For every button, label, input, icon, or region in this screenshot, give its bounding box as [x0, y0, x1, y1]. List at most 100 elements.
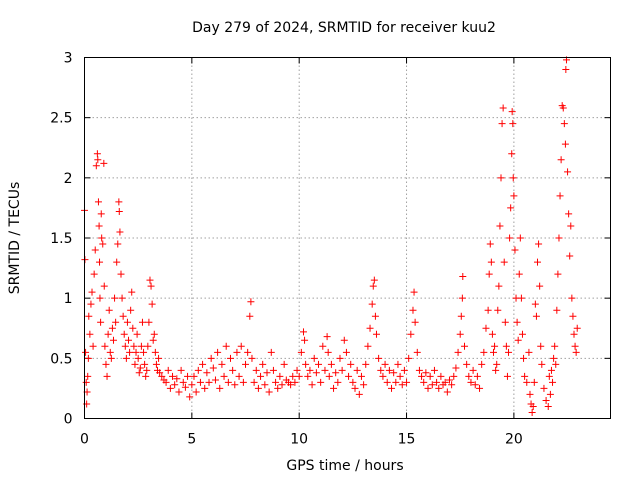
- data-point: [297, 348, 305, 356]
- data-point: [158, 372, 166, 380]
- data-point: [98, 234, 106, 242]
- data-point: [220, 372, 228, 380]
- data-point: [201, 384, 209, 392]
- data-point: [205, 378, 213, 386]
- data-point: [357, 372, 365, 380]
- data-point: [428, 381, 436, 389]
- data-point: [128, 288, 136, 296]
- data-point: [372, 330, 380, 338]
- data-point: [454, 348, 462, 356]
- data-point: [107, 354, 115, 362]
- data-point: [509, 120, 517, 128]
- data-point: [530, 378, 538, 386]
- data-point: [405, 354, 413, 362]
- data-point: [192, 388, 200, 396]
- x-tick-label: 10: [290, 432, 308, 448]
- data-point: [151, 348, 159, 356]
- data-point: [150, 330, 158, 338]
- data-point: [549, 378, 557, 386]
- data-point: [254, 384, 262, 392]
- data-point: [571, 342, 579, 350]
- data-point: [235, 372, 243, 380]
- data-point: [145, 318, 153, 326]
- data-point: [218, 360, 226, 368]
- data-point: [418, 372, 426, 380]
- y-tick-label: 3: [64, 51, 73, 67]
- data-point: [478, 360, 486, 368]
- data-point: [385, 366, 393, 374]
- data-point: [289, 372, 297, 380]
- data-point: [507, 204, 515, 212]
- data-point: [144, 342, 152, 350]
- data-point: [91, 246, 99, 254]
- data-point: [499, 104, 507, 112]
- data-point: [233, 348, 241, 356]
- data-point: [162, 378, 170, 386]
- data-point: [506, 234, 514, 242]
- data-point: [546, 390, 554, 398]
- data-point: [211, 376, 219, 384]
- data-point: [362, 360, 370, 368]
- data-point: [125, 336, 133, 344]
- data-point: [88, 288, 96, 296]
- data-point: [347, 360, 355, 368]
- data-point: [415, 366, 423, 374]
- data-point: [113, 258, 121, 266]
- data-point: [95, 222, 103, 230]
- data-point: [566, 252, 574, 260]
- data-point: [502, 342, 510, 350]
- data-point: [569, 312, 577, 320]
- data-point: [520, 354, 528, 362]
- data-point: [94, 156, 102, 164]
- data-point: [461, 342, 469, 350]
- data-point: [496, 222, 504, 230]
- data-point: [435, 384, 443, 392]
- data-point: [487, 258, 495, 266]
- data-point: [501, 318, 509, 326]
- data-point: [82, 378, 90, 386]
- data-point: [106, 348, 114, 356]
- data-point: [188, 381, 196, 389]
- data-point: [82, 348, 90, 356]
- data-point: [375, 354, 383, 362]
- data-point: [148, 300, 156, 308]
- data-point: [222, 342, 230, 350]
- data-point: [323, 333, 331, 341]
- data-point: [338, 366, 346, 374]
- data-point: [280, 360, 288, 368]
- data-point: [101, 342, 109, 350]
- data-point: [420, 378, 428, 386]
- data-point: [134, 354, 142, 362]
- data-point: [112, 318, 120, 326]
- data-point: [508, 108, 516, 116]
- data-point: [531, 300, 539, 308]
- data-point: [540, 384, 548, 392]
- data-point: [114, 240, 122, 248]
- data-point: [247, 298, 255, 306]
- data-point: [118, 294, 126, 302]
- data-point: [381, 360, 389, 368]
- data-point: [463, 360, 471, 368]
- data-point: [537, 342, 545, 350]
- data-point: [450, 372, 458, 380]
- data-point: [526, 390, 534, 398]
- data-point: [119, 312, 127, 320]
- data-point: [199, 360, 207, 368]
- data-point: [551, 342, 559, 350]
- data-point: [306, 366, 314, 374]
- data-point: [97, 210, 105, 218]
- data-point: [516, 234, 524, 242]
- data-point: [364, 342, 372, 350]
- data-point: [513, 318, 521, 326]
- data-point: [452, 364, 460, 372]
- data-point: [553, 306, 561, 314]
- data-point: [216, 384, 224, 392]
- data-point: [330, 384, 338, 392]
- data-point: [544, 402, 552, 410]
- data-point: [308, 381, 316, 389]
- data-point: [90, 270, 98, 278]
- y-tick-label: 1.5: [50, 231, 72, 247]
- data-point: [164, 366, 172, 374]
- data-point: [351, 384, 359, 392]
- data-point: [467, 378, 475, 386]
